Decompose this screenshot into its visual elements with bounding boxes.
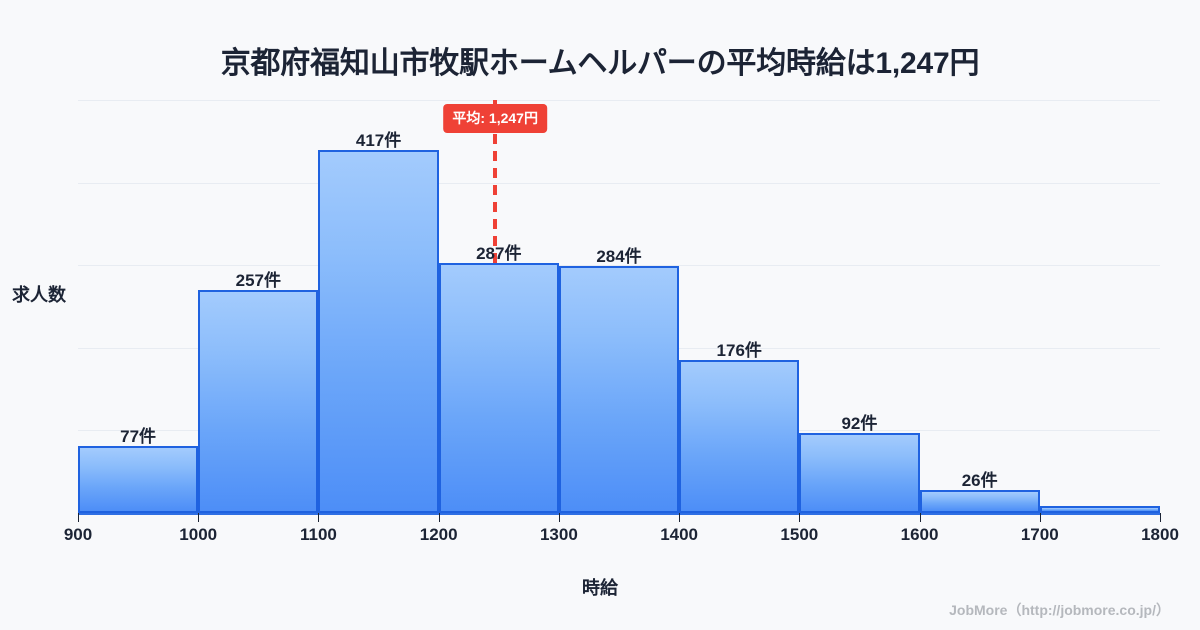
bar-value-label: 26件 [961, 471, 998, 491]
bar-value-label: 417件 [355, 131, 402, 151]
histogram-bar[interactable] [558, 266, 680, 513]
histogram-bar[interactable] [318, 150, 439, 513]
bar-value-label: 176件 [716, 340, 762, 360]
x-axis-tick-label: 1800 [1141, 525, 1179, 544]
histogram-bar[interactable] [438, 263, 559, 513]
watermark: JobMore（http://jobmore.co.jp/） [949, 602, 1170, 618]
x-axis-tick [438, 513, 440, 522]
x-axis-tick-label: 1700 [1020, 525, 1059, 544]
histogram-bar[interactable] [78, 446, 199, 513]
x-axis-tick-label: 1500 [780, 525, 819, 544]
x-axis-tick [1039, 513, 1041, 522]
x-axis-tick-label: 1000 [179, 525, 218, 544]
x-axis-tick-label: 1400 [660, 525, 699, 544]
gridline [78, 100, 1160, 101]
histogram-bar[interactable] [799, 433, 920, 513]
x-axis-tick [558, 513, 560, 522]
histogram-bar[interactable] [919, 490, 1040, 513]
x-axis-tick-label: 1600 [900, 525, 939, 544]
x-axis-tick-label: 1200 [419, 525, 458, 544]
bar-value-label: 77件 [120, 427, 157, 447]
gridline [78, 265, 1160, 266]
x-axis-tick [78, 513, 79, 522]
page-title: 京都府福知山市牧駅ホームヘルパーの平均時給は1,247円 [220, 47, 980, 80]
x-axis-tick [919, 513, 921, 522]
x-axis-tick-label: 1100 [299, 525, 337, 544]
histogram-bar[interactable] [1039, 506, 1160, 513]
x-axis-tick [318, 513, 320, 522]
bar-value-label: 92件 [841, 414, 878, 433]
x-axis-line [78, 513, 1160, 515]
x-axis-title: 時給 [582, 578, 618, 598]
mean-value-badge: 平均: 1,247円 [443, 104, 547, 133]
x-axis-tick [1160, 513, 1161, 522]
histogram-bar[interactable] [679, 359, 800, 513]
x-axis-tick [799, 513, 801, 522]
histogram-bar[interactable] [198, 289, 319, 513]
x-axis-tick [198, 513, 200, 522]
bar-value-label: 284件 [596, 247, 642, 267]
gridline [78, 183, 1160, 184]
bar-value-label: 257件 [235, 270, 282, 290]
y-axis-title: 求人数 [12, 285, 66, 305]
bar-value-label: 287件 [476, 244, 522, 264]
x-axis-tick [679, 513, 681, 522]
x-axis-tick-label: 1300 [539, 525, 578, 544]
x-axis-tick-label: 900 [63, 525, 93, 544]
